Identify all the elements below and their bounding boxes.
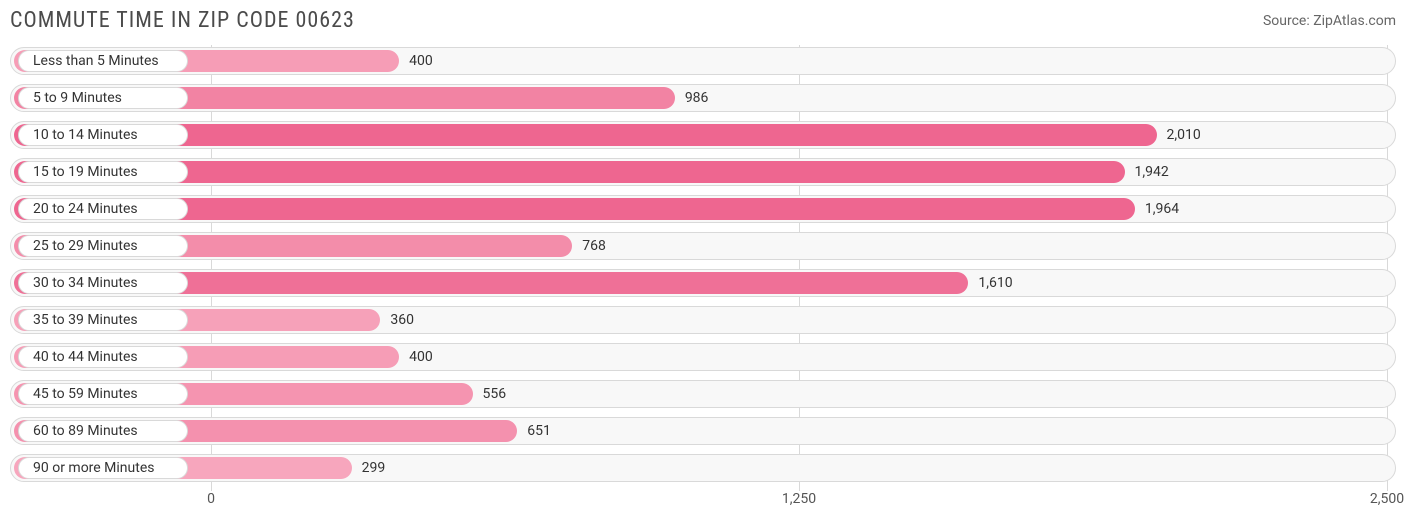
bar-category-label: 5 to 9 Minutes <box>18 87 188 109</box>
chart-header: COMMUTE TIME IN ZIP CODE 00623 Source: Z… <box>10 8 1396 33</box>
bar-category-label: 15 to 19 Minutes <box>18 161 188 183</box>
bar-value-label: 400 <box>399 343 433 371</box>
x-tick-label: 1,250 <box>782 491 816 507</box>
bar-category-label: 30 to 34 Minutes <box>18 272 188 294</box>
bar-value-label: 986 <box>675 84 709 112</box>
bar-row: 40 to 44 Minutes 400 <box>10 343 1396 371</box>
bar-row: 45 to 59 Minutes 556 <box>10 380 1396 408</box>
bars-container: Less than 5 Minutes 400 5 to 9 Minutes 986 1… <box>10 47 1396 482</box>
bar-category-label: 45 to 59 Minutes <box>18 383 188 405</box>
bar-row: 15 to 19 Minutes 1,942 <box>10 158 1396 186</box>
chart-source: Source: ZipAtlas.com <box>1263 13 1396 29</box>
bar-category-label: 40 to 44 Minutes <box>18 346 188 368</box>
bar-category-label: 60 to 89 Minutes <box>18 420 188 442</box>
bar-row: 10 to 14 Minutes 2,010 <box>10 121 1396 149</box>
x-tick-label: 0 <box>207 491 215 507</box>
bar-category-label: Less than 5 Minutes <box>18 50 188 72</box>
chart-title: COMMUTE TIME IN ZIP CODE 00623 <box>10 8 355 33</box>
commute-time-chart: COMMUTE TIME IN ZIP CODE 00623 Source: Z… <box>0 0 1406 513</box>
bar-category-label: 20 to 24 Minutes <box>18 198 188 220</box>
bar-category-label: 10 to 14 Minutes <box>18 124 188 146</box>
bar-value-label: 556 <box>473 380 507 408</box>
bar-category-label: 35 to 39 Minutes <box>18 309 188 331</box>
bar-value-label: 299 <box>352 454 386 482</box>
bar-category-label: 25 to 29 Minutes <box>18 235 188 257</box>
bar-row: 60 to 89 Minutes 651 <box>10 417 1396 445</box>
bar-value-label: 768 <box>572 232 606 260</box>
bar-row: 25 to 29 Minutes 768 <box>10 232 1396 260</box>
bar-value-label: 1,964 <box>1135 195 1179 223</box>
bar-value-label: 1,942 <box>1125 158 1169 186</box>
bar-row: 20 to 24 Minutes 1,964 <box>10 195 1396 223</box>
bar-value-label: 2,010 <box>1157 121 1201 149</box>
bar-value-label: 651 <box>517 417 551 445</box>
bar-value-label: 360 <box>380 306 414 334</box>
bar-row: 5 to 9 Minutes 986 <box>10 84 1396 112</box>
plot-area: Less than 5 Minutes 400 5 to 9 Minutes 986 1… <box>10 47 1396 513</box>
bar-row: Less than 5 Minutes 400 <box>10 47 1396 75</box>
bar-category-label: 90 or more Minutes <box>18 457 188 479</box>
bar-row: 30 to 34 Minutes 1,610 <box>10 269 1396 297</box>
bar-row: 90 or more Minutes 299 <box>10 454 1396 482</box>
bar-value-label: 400 <box>399 47 433 75</box>
x-tick-label: 2,500 <box>1370 491 1404 507</box>
x-axis: 01,2502,500 <box>10 491 1396 513</box>
bar-row: 35 to 39 Minutes 360 <box>10 306 1396 334</box>
bar-value-label: 1,610 <box>968 269 1012 297</box>
